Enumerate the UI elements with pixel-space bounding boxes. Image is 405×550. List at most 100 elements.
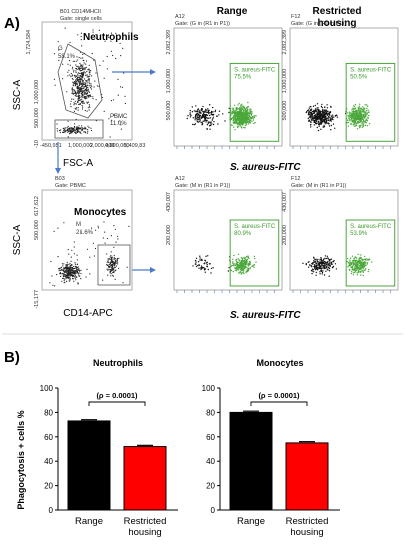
scatter-event — [86, 76, 88, 78]
scatter-event — [92, 29, 94, 31]
fitc-event — [205, 121, 207, 123]
fitc-event — [323, 274, 326, 276]
scatter-event — [103, 221, 105, 223]
fitc-event — [198, 119, 200, 121]
scatter-event — [62, 265, 64, 267]
scatter-event — [102, 60, 104, 62]
fitc-event — [316, 115, 318, 117]
fitc-region-name: S. aureus-FITC — [350, 67, 392, 73]
scatter-event — [82, 102, 84, 104]
fitc-event — [362, 106, 364, 108]
fitc-event — [361, 265, 364, 268]
scatter-event — [111, 266, 113, 269]
fitc-event — [191, 111, 194, 113]
neutrophils-label: Neutrophils — [83, 32, 139, 43]
fitc-event — [349, 269, 351, 272]
scatter-event — [75, 71, 77, 74]
fitc-event — [205, 255, 207, 257]
fitc-event — [359, 268, 361, 270]
scatter-event — [74, 123, 76, 125]
scatter-event — [70, 127, 72, 129]
scatter-event — [64, 271, 66, 273]
scatter-event — [63, 276, 65, 278]
fitc-event — [324, 114, 326, 116]
fitc-event — [236, 270, 238, 272]
fitc-event — [192, 117, 194, 119]
fitc-event — [234, 116, 236, 118]
fitc-event — [232, 112, 234, 114]
fitc-event — [246, 109, 249, 112]
fitc-event — [248, 114, 250, 116]
scatter-event — [70, 272, 72, 274]
panel-b-ylabel: Phagocytosis + cells % — [16, 410, 26, 509]
fitc-event — [321, 103, 323, 106]
fitc-event — [349, 257, 352, 259]
scatter-event — [61, 272, 64, 275]
scatter-event — [73, 241, 75, 243]
fitc-event — [363, 269, 365, 271]
scatter-event — [78, 88, 81, 90]
fitc-event — [313, 261, 315, 263]
scatter-event — [56, 128, 58, 130]
scatter-event — [84, 85, 86, 88]
scatter-event — [76, 87, 78, 89]
scatter-event — [83, 86, 85, 88]
fitc-event — [364, 104, 366, 106]
fitc-event — [331, 116, 333, 118]
fitc-event — [358, 112, 360, 114]
scatter-event — [70, 274, 72, 276]
fitc-well-label: A12 — [175, 176, 185, 182]
fitc-event — [362, 118, 364, 121]
fitc-event — [244, 122, 247, 124]
fitc-event — [200, 265, 203, 267]
scatter-event — [112, 269, 114, 271]
fitc-event — [311, 272, 313, 275]
pbmc-gate-name: PBMC — [110, 114, 128, 120]
fitc-event — [239, 106, 242, 108]
scatter-event — [84, 68, 86, 70]
fitc-event — [244, 127, 246, 129]
neutro-xtick: 4,000,000 — [105, 143, 129, 149]
scatter-event — [78, 76, 80, 78]
fitc-event — [308, 109, 310, 111]
fitc-event — [241, 106, 243, 109]
fitc-event — [318, 109, 320, 111]
scatter-event — [80, 78, 82, 80]
fitc-event — [251, 116, 253, 119]
fitc-event — [239, 112, 241, 114]
scatter-event — [78, 79, 81, 81]
scatter-event — [85, 60, 88, 62]
fitc-event — [240, 118, 242, 121]
fitc-event — [332, 123, 335, 125]
fitc-positive-gate — [345, 62, 396, 142]
fitc-event — [351, 117, 353, 119]
fitc-event — [313, 264, 316, 266]
fitc-event — [242, 271, 245, 273]
fitc-event — [237, 126, 239, 129]
scatter-event — [53, 53, 56, 55]
scatter-event — [117, 238, 119, 240]
fitc-ytick: 500,000 — [166, 101, 172, 121]
scatter-event — [80, 92, 82, 94]
scatter-event — [84, 82, 86, 84]
scatter-event — [97, 227, 100, 229]
scatter-event — [81, 92, 83, 94]
scatter-event — [115, 32, 117, 34]
fitc-event — [207, 255, 209, 257]
fitc-event — [308, 264, 311, 266]
scatter-event — [80, 100, 82, 102]
fitc-event — [209, 122, 211, 124]
scatter-event — [112, 54, 114, 57]
scatter-event — [79, 99, 81, 101]
fitc-event — [212, 267, 214, 269]
fitc-event — [201, 122, 203, 124]
scatter-event — [76, 92, 78, 94]
fitc-event — [359, 262, 362, 265]
panel-b-letter: B) — [4, 349, 20, 366]
scatter-event — [106, 268, 108, 270]
fitc-event — [346, 112, 349, 114]
scatter-event — [76, 68, 78, 71]
fitc-event — [253, 116, 256, 119]
